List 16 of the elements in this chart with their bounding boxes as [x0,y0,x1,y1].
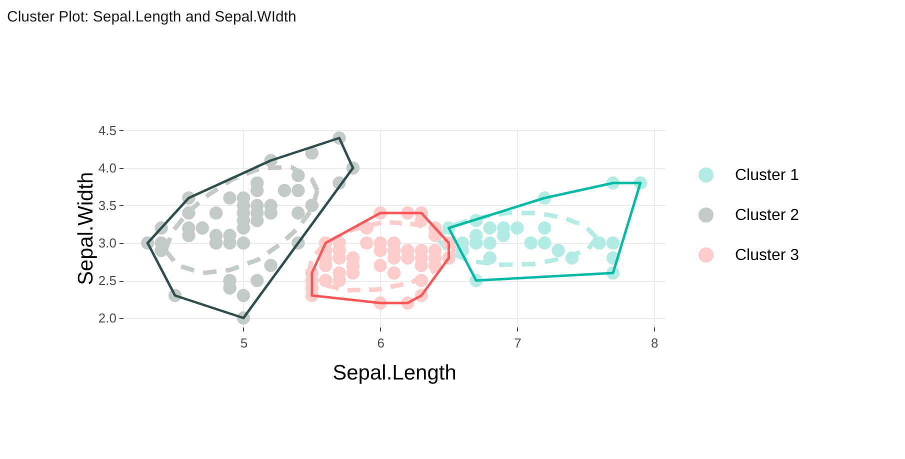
x-tick-label: 8 [650,336,658,350]
legend-label: Cluster 1 [735,167,800,184]
x-tick-label: 5 [240,336,248,350]
chart-title: Cluster Plot: Sepal.Length and Sepal.WIdth [7,8,296,26]
x-axis-title: Sepal.Length [332,362,456,384]
legend-label: Cluster 3 [735,247,800,264]
y-axis-title: Sepal.Width [74,172,98,286]
legend-label: Cluster 2 [735,207,800,224]
y-tick-label: 3.0 [98,236,116,250]
y-tick-label: 2.5 [98,273,116,288]
y-tick-label: 4.5 [98,123,116,138]
x-tick-label: 6 [377,336,384,350]
y-tick-label: 2.0 [98,310,116,326]
x-tick-label: 7 [514,336,522,350]
y-tick-label: 3.5 [98,198,116,213]
y-tick-label: 4.0 [98,160,116,176]
